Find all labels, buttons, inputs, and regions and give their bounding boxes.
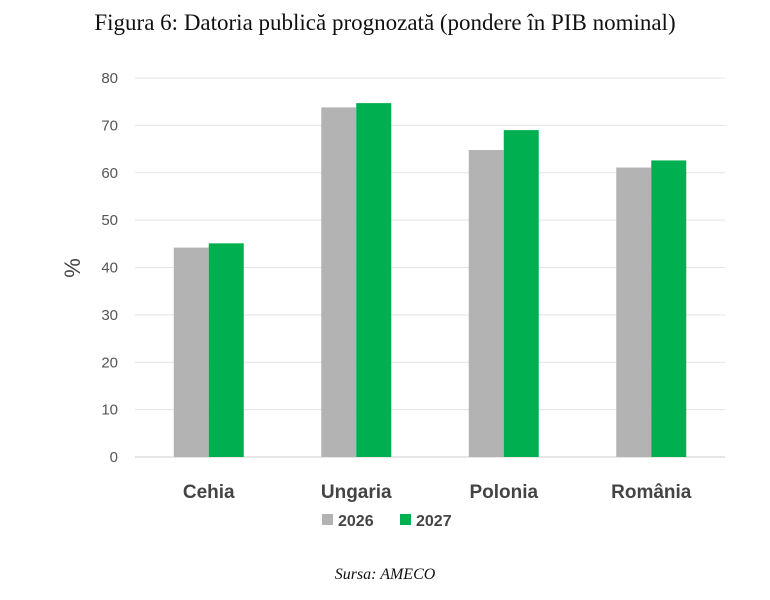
legend-swatch-2026 [322,514,333,525]
y-tick-label: 60 [101,165,118,182]
y-axis-label: % [60,258,85,278]
legend: 2026 2027 [322,513,452,530]
bars [173,103,687,458]
y-tick-label: 10 [101,402,118,419]
legend-swatch-2027 [400,514,411,525]
category-label: Ungaria [321,482,392,503]
bar-chart: 0 10 20 30 40 50 60 70 80 % Cehia Ungaria Polonia R… [60,70,725,530]
y-axis-ticks: 0 10 20 30 40 50 60 70 80 [101,70,118,466]
y-tick-label: 50 [101,212,118,229]
y-tick-label: 0 [110,449,118,466]
y-tick-label: 70 [101,117,118,134]
source-note: Sursa: AMECO [334,566,436,583]
y-tick-label: 80 [101,70,118,87]
bar-2026-Cehia [173,247,209,457]
chart-title: Figura 6: Datoria publică prognozată (po… [94,10,676,35]
category-label: Polonia [469,482,538,503]
bar-2026-Ungaria [321,107,357,457]
y-tick-label: 20 [101,354,118,371]
y-tick-label: 30 [101,307,118,324]
x-axis-categories: Cehia Ungaria Polonia România [183,482,692,503]
bar-2026-Polonia [468,150,504,457]
bar-2027-România [651,160,687,457]
legend-label: 2027 [416,513,452,530]
category-label: România [611,482,692,503]
y-tick-label: 40 [101,260,118,277]
legend-label: 2026 [338,513,374,530]
bar-2027-Cehia [208,243,244,457]
category-label: Cehia [183,482,235,503]
bar-2027-Polonia [503,130,539,458]
bar-2027-Ungaria [356,103,392,457]
bar-2026-România [616,167,652,457]
